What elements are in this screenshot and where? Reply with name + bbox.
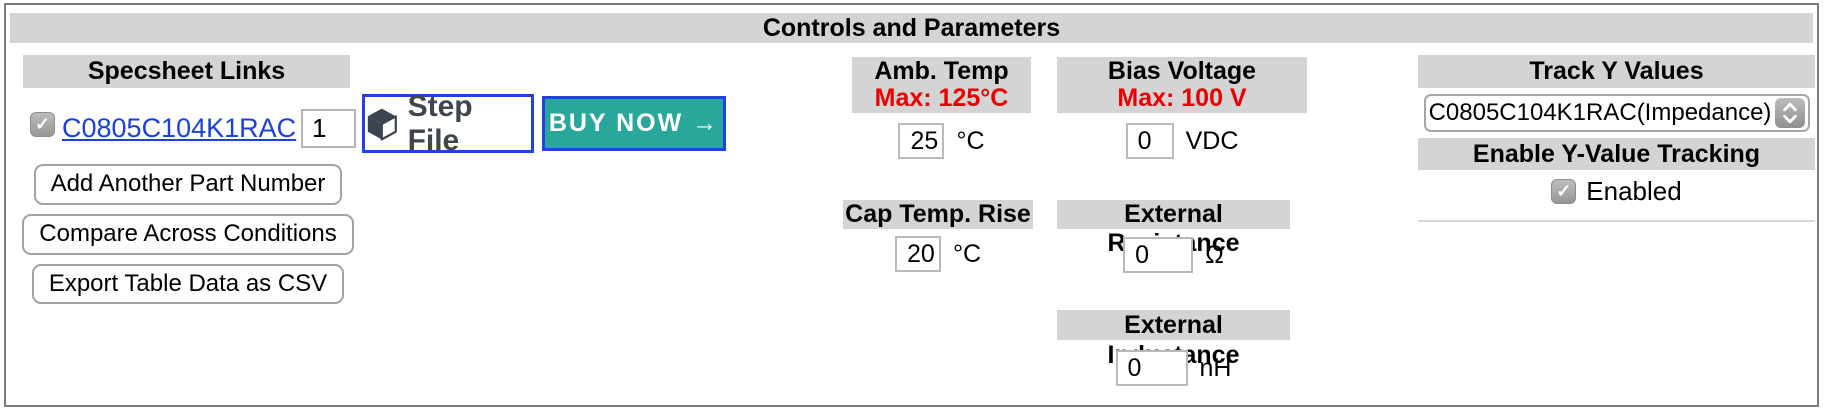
external-inductance-row: nH [1057,348,1290,388]
cap-temp-rise-header: Cap Temp. Rise [843,200,1033,229]
bias-voltage-label: Bias Voltage [1107,57,1257,85]
enable-y-tracking-header: Enable Y-Value Tracking [1418,138,1815,170]
checkmark-icon: ✓ [1556,181,1572,201]
buy-now-button[interactable]: BUY NOW → [542,96,726,151]
cap-temp-rise-input[interactable] [894,236,941,272]
bias-voltage-header: Bias Voltage Max: 100 V [1057,57,1307,113]
external-resistance-unit: Ω [1205,240,1224,269]
external-resistance-input[interactable] [1123,237,1194,273]
bias-voltage-unit: VDC [1185,126,1239,155]
external-resistance-row: Ω [1057,235,1290,275]
enabled-checkbox[interactable]: ✓ [1551,179,1577,204]
part-number-link[interactable]: C0805C104K1RAC [62,113,297,143]
enabled-label: Enabled [1586,176,1682,206]
cube-3d-icon [367,108,397,141]
bias-voltage-max: Max: 100 V [1117,84,1247,112]
selected-option-label: C0805C104K1RAC(Impedance) [1428,99,1772,126]
track-y-values-select[interactable]: C0805C104K1RAC(Impedance) [1424,94,1810,132]
part-quantity-input[interactable] [301,109,356,148]
add-part-number-button[interactable]: Add Another Part Number [33,164,343,205]
checkmark-icon: ✓ [34,114,51,134]
panel-title: Controls and Parameters [10,13,1813,43]
step-file-label: Step File [407,89,473,157]
compare-conditions-button[interactable]: Compare Across Conditions [22,213,354,255]
step-file-button[interactable]: Step File [362,90,534,157]
buy-now-label: BUY NOW → [548,109,720,137]
amb-temp-unit: °C [956,126,985,155]
amb-temp-max: Max: 125°C [874,84,1009,112]
export-csv-button[interactable]: Export Table Data as CSV [31,263,345,305]
external-inductance-header: External Inductance [1057,310,1290,369]
divider [1418,220,1815,222]
amb-temp-header: Amb. Temp Max: 125°C [852,57,1031,113]
cap-temp-rise-unit: °C [952,239,982,268]
external-inductance-unit: nH [1199,353,1232,382]
specsheet-links-header: Specsheet Links [23,55,350,88]
amb-temp-row: °C [852,122,1031,160]
cap-temp-rise-row: °C [843,235,1033,273]
part-checkbox[interactable]: ✓ [30,112,55,137]
select-stepper-icon [1775,98,1805,128]
amb-temp-label: Amb. Temp [874,57,1009,85]
amb-temp-input[interactable] [898,123,945,159]
specsheet-action-buttons: Add Another Part Number Compare Across C… [22,164,354,305]
external-inductance-input[interactable] [1115,350,1188,386]
external-resistance-header: External Resistance [1057,200,1290,257]
enable-tracking-row: ✓ Enabled [1418,176,1815,206]
track-y-values-header: Track Y Values [1418,55,1815,88]
bias-voltage-row: VDC [1057,122,1307,160]
bias-voltage-input[interactable] [1125,123,1174,159]
